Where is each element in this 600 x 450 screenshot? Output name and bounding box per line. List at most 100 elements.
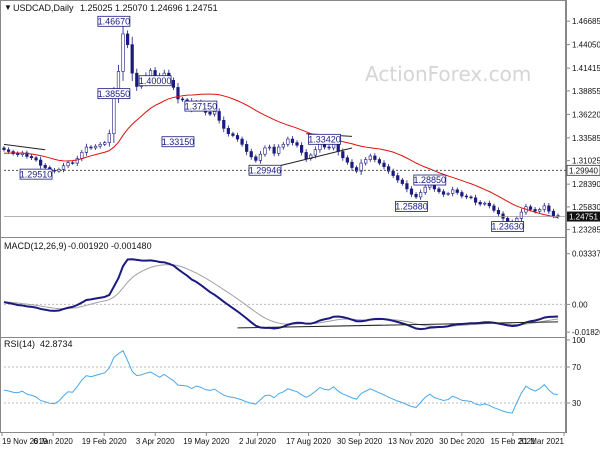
candle-body (359, 162, 363, 172)
candle-body (235, 135, 240, 140)
rsi-tick-label: 100 (572, 336, 586, 345)
price-label-box (491, 221, 525, 232)
rsi-tick-label: 30 (572, 399, 581, 408)
macd-line (3, 258, 559, 331)
last-price-tag-box (567, 211, 600, 222)
x-tick-label: 3 Apr 2020 (136, 437, 175, 446)
candle-body (469, 196, 473, 199)
y-tick-label: 1.38855 (572, 87, 600, 96)
x-tick-label: 13 Nov 2020 (388, 437, 434, 446)
watermark: ActionForex.com (365, 62, 531, 86)
candle-body (304, 152, 308, 159)
ma-line (3, 93, 559, 219)
price-label-text: 1.40000 (139, 76, 172, 86)
y-tick-label: 1.33585 (572, 134, 600, 143)
axes: 1.46685 1.44050 1.41415 1.38855 1.36220 1.335… (1, 17, 600, 446)
y-tick-label: 1.44050 (572, 41, 600, 50)
candle-body (451, 189, 455, 194)
candle-body (135, 72, 139, 87)
macd-title: MACD(12,26,9) (4, 241, 67, 251)
candle-body (240, 138, 244, 145)
candle-body (300, 144, 304, 153)
candle-body (29, 156, 34, 159)
candle-body (327, 146, 331, 149)
macd-trendline (237, 321, 559, 329)
candle-body (66, 162, 70, 167)
candle-body (286, 138, 290, 145)
candle-body (290, 138, 295, 143)
candle-body (34, 157, 38, 161)
x-tick-label: 30 Dec 2020 (439, 437, 485, 446)
candle-body (80, 152, 84, 159)
ohlc-values: 1.25025 1.25070 1.24696 1.24751 (80, 3, 218, 13)
candle-body (93, 145, 98, 149)
candle-body (43, 165, 47, 168)
price-label-box (308, 133, 341, 145)
y-tick-label: 1.31025 (572, 157, 600, 166)
candle-body (533, 209, 537, 212)
candle-body (295, 142, 299, 146)
candle-body (487, 202, 491, 207)
candle-body (441, 191, 446, 195)
price-label-text: 1.29946 (249, 165, 282, 175)
y-tick-label: 1.28390 (572, 180, 600, 189)
candle-body (98, 144, 102, 147)
candle-body (16, 153, 20, 155)
candle-body (171, 79, 176, 88)
macd-pane (3, 258, 566, 331)
x-tick-label: 19 Feb 2020 (82, 437, 127, 446)
candle-body (71, 162, 75, 164)
candle-body (478, 201, 482, 205)
candle-body (258, 153, 262, 161)
rsi-title: RSI(14) (4, 339, 35, 349)
price-label-text: 1.33420 (308, 135, 341, 145)
candle-body (345, 157, 349, 163)
candle-body (368, 155, 372, 160)
candle-body (364, 159, 368, 164)
candle-body (405, 183, 409, 190)
candle-body (354, 167, 359, 172)
macd-values: -0.001920 -0.001480 (68, 241, 152, 251)
candle-body (231, 133, 235, 136)
price-label-text: 1.28850 (414, 175, 447, 185)
price-label-text: 1.29510 (20, 169, 53, 179)
x-tick-label: 19 May 2020 (183, 437, 230, 446)
y-tick-label: 1.46685 (572, 17, 600, 26)
level-tag-text: 1.29940 (569, 166, 598, 175)
candle-body (6, 149, 11, 152)
candle-body (437, 188, 441, 192)
candle-body (464, 195, 469, 198)
candle-body (217, 111, 221, 121)
candle-body (107, 133, 111, 143)
candle-body (176, 87, 180, 100)
price-label-box (138, 75, 172, 87)
candle-body (501, 213, 505, 219)
price-label-box (161, 136, 195, 148)
candle-body (112, 95, 116, 135)
candle-body (313, 149, 317, 156)
candle-body (57, 169, 61, 172)
candle-body (272, 146, 276, 154)
candle-body (341, 151, 345, 159)
candle-body (309, 154, 313, 159)
header-arrow-icon[interactable]: ▼ (4, 3, 12, 12)
candle-body (89, 146, 93, 149)
candle-body (267, 146, 272, 149)
candle-body (538, 209, 542, 212)
macd-signal-line (3, 264, 559, 327)
y-tick-label: 1.41415 (572, 64, 600, 73)
x-tick-label: 2 Jul 2020 (239, 437, 276, 446)
rsi-line (3, 349, 559, 414)
candle-body (400, 179, 404, 184)
x-tick-label: 15 Feb 2021 (490, 437, 535, 446)
price-label-box (413, 174, 447, 186)
candle-body (483, 202, 487, 205)
y-tick-label: 1.23285 (572, 226, 600, 235)
candle-body (249, 151, 253, 158)
x-tick-label: 31 Mar 2021 (519, 437, 564, 446)
candle-body (263, 147, 267, 155)
x-tick-label: 6 Jan 2020 (33, 437, 73, 446)
candle-body (423, 186, 427, 193)
candle-body (2, 147, 6, 151)
candle-body (396, 175, 400, 181)
